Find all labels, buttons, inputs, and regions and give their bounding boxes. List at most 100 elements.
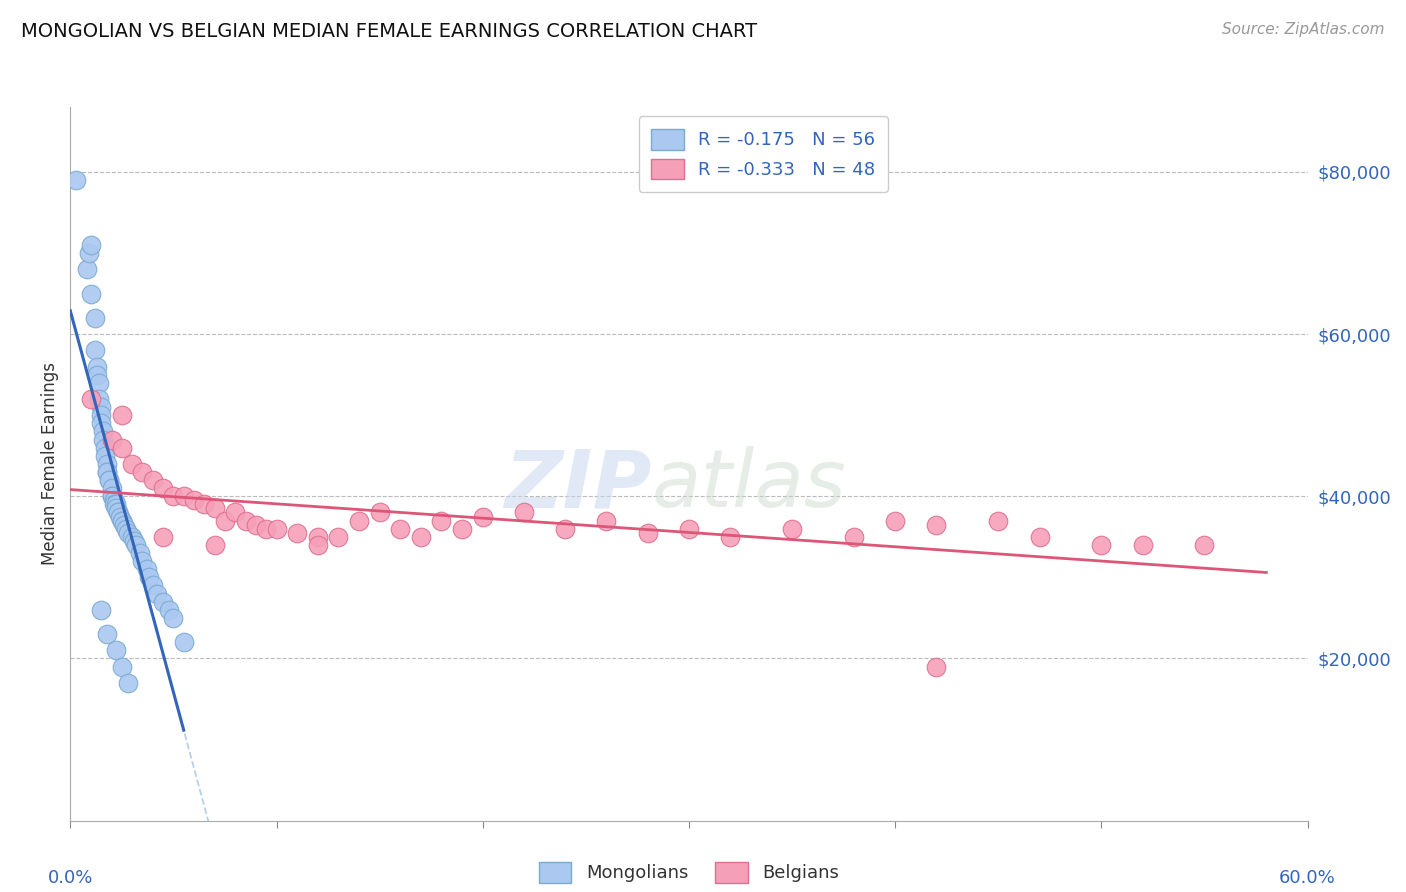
Y-axis label: Median Female Earnings: Median Female Earnings	[41, 362, 59, 566]
Point	[214, 514, 236, 528]
Point	[430, 514, 453, 528]
Point	[122, 533, 145, 548]
Point	[368, 506, 391, 520]
Point	[94, 441, 117, 455]
Point	[111, 659, 134, 673]
Point	[121, 530, 143, 544]
Point	[96, 627, 118, 641]
Point	[129, 546, 152, 560]
Point	[925, 659, 948, 673]
Point	[84, 310, 107, 325]
Point	[235, 514, 257, 528]
Point	[135, 562, 157, 576]
Point	[86, 368, 108, 382]
Point	[637, 525, 659, 540]
Point	[115, 522, 138, 536]
Point	[107, 506, 129, 520]
Point	[347, 514, 370, 528]
Point	[108, 509, 131, 524]
Point	[96, 457, 118, 471]
Point	[718, 530, 741, 544]
Point	[91, 425, 114, 439]
Point	[513, 506, 536, 520]
Point	[138, 570, 160, 584]
Point	[162, 489, 184, 503]
Point	[98, 473, 121, 487]
Point	[104, 501, 127, 516]
Point	[121, 457, 143, 471]
Point	[152, 481, 174, 495]
Point	[111, 408, 134, 422]
Point	[595, 514, 617, 528]
Text: MONGOLIAN VS BELGIAN MEDIAN FEMALE EARNINGS CORRELATION CHART: MONGOLIAN VS BELGIAN MEDIAN FEMALE EARNI…	[21, 22, 758, 41]
Point	[307, 530, 329, 544]
Point	[104, 643, 127, 657]
Point	[987, 514, 1010, 528]
Point	[100, 433, 122, 447]
Point	[554, 522, 576, 536]
Point	[91, 433, 114, 447]
Point	[204, 501, 226, 516]
Point	[90, 417, 112, 431]
Point	[678, 522, 700, 536]
Text: 0.0%: 0.0%	[48, 870, 93, 888]
Point	[84, 343, 107, 358]
Point	[142, 473, 165, 487]
Point	[131, 465, 153, 479]
Point	[103, 497, 125, 511]
Point	[193, 497, 215, 511]
Point	[1132, 538, 1154, 552]
Point	[1090, 538, 1112, 552]
Point	[100, 489, 122, 503]
Point	[90, 408, 112, 422]
Point	[183, 493, 205, 508]
Point	[89, 392, 111, 406]
Point	[80, 238, 103, 252]
Point	[90, 400, 112, 414]
Point	[131, 554, 153, 568]
Point	[245, 517, 267, 532]
Point	[842, 530, 865, 544]
Text: ZIP: ZIP	[505, 446, 652, 524]
Point	[925, 517, 948, 532]
Legend: Mongolians, Belgians: Mongolians, Belgians	[531, 855, 846, 890]
Point	[80, 392, 103, 406]
Point	[152, 530, 174, 544]
Point	[451, 522, 474, 536]
Point	[224, 506, 246, 520]
Point	[77, 246, 100, 260]
Point	[96, 465, 118, 479]
Point	[142, 578, 165, 592]
Point	[98, 473, 121, 487]
Text: 60.0%: 60.0%	[1279, 870, 1336, 888]
Point	[125, 538, 148, 552]
Point	[96, 465, 118, 479]
Point	[76, 262, 98, 277]
Point	[328, 530, 350, 544]
Point	[307, 538, 329, 552]
Point	[389, 522, 412, 536]
Point	[285, 525, 308, 540]
Point	[111, 514, 134, 528]
Point	[152, 595, 174, 609]
Point	[162, 611, 184, 625]
Text: atlas: atlas	[652, 446, 846, 524]
Point	[157, 603, 180, 617]
Point	[86, 359, 108, 374]
Point	[471, 509, 494, 524]
Point	[104, 497, 127, 511]
Point	[94, 449, 117, 463]
Point	[90, 603, 112, 617]
Text: Source: ZipAtlas.com: Source: ZipAtlas.com	[1222, 22, 1385, 37]
Point	[254, 522, 277, 536]
Point	[780, 522, 803, 536]
Point	[204, 538, 226, 552]
Point	[117, 675, 139, 690]
Point	[173, 635, 195, 649]
Point	[107, 506, 129, 520]
Point	[173, 489, 195, 503]
Point	[65, 173, 87, 187]
Point	[112, 517, 135, 532]
Point	[1194, 538, 1216, 552]
Point	[266, 522, 288, 536]
